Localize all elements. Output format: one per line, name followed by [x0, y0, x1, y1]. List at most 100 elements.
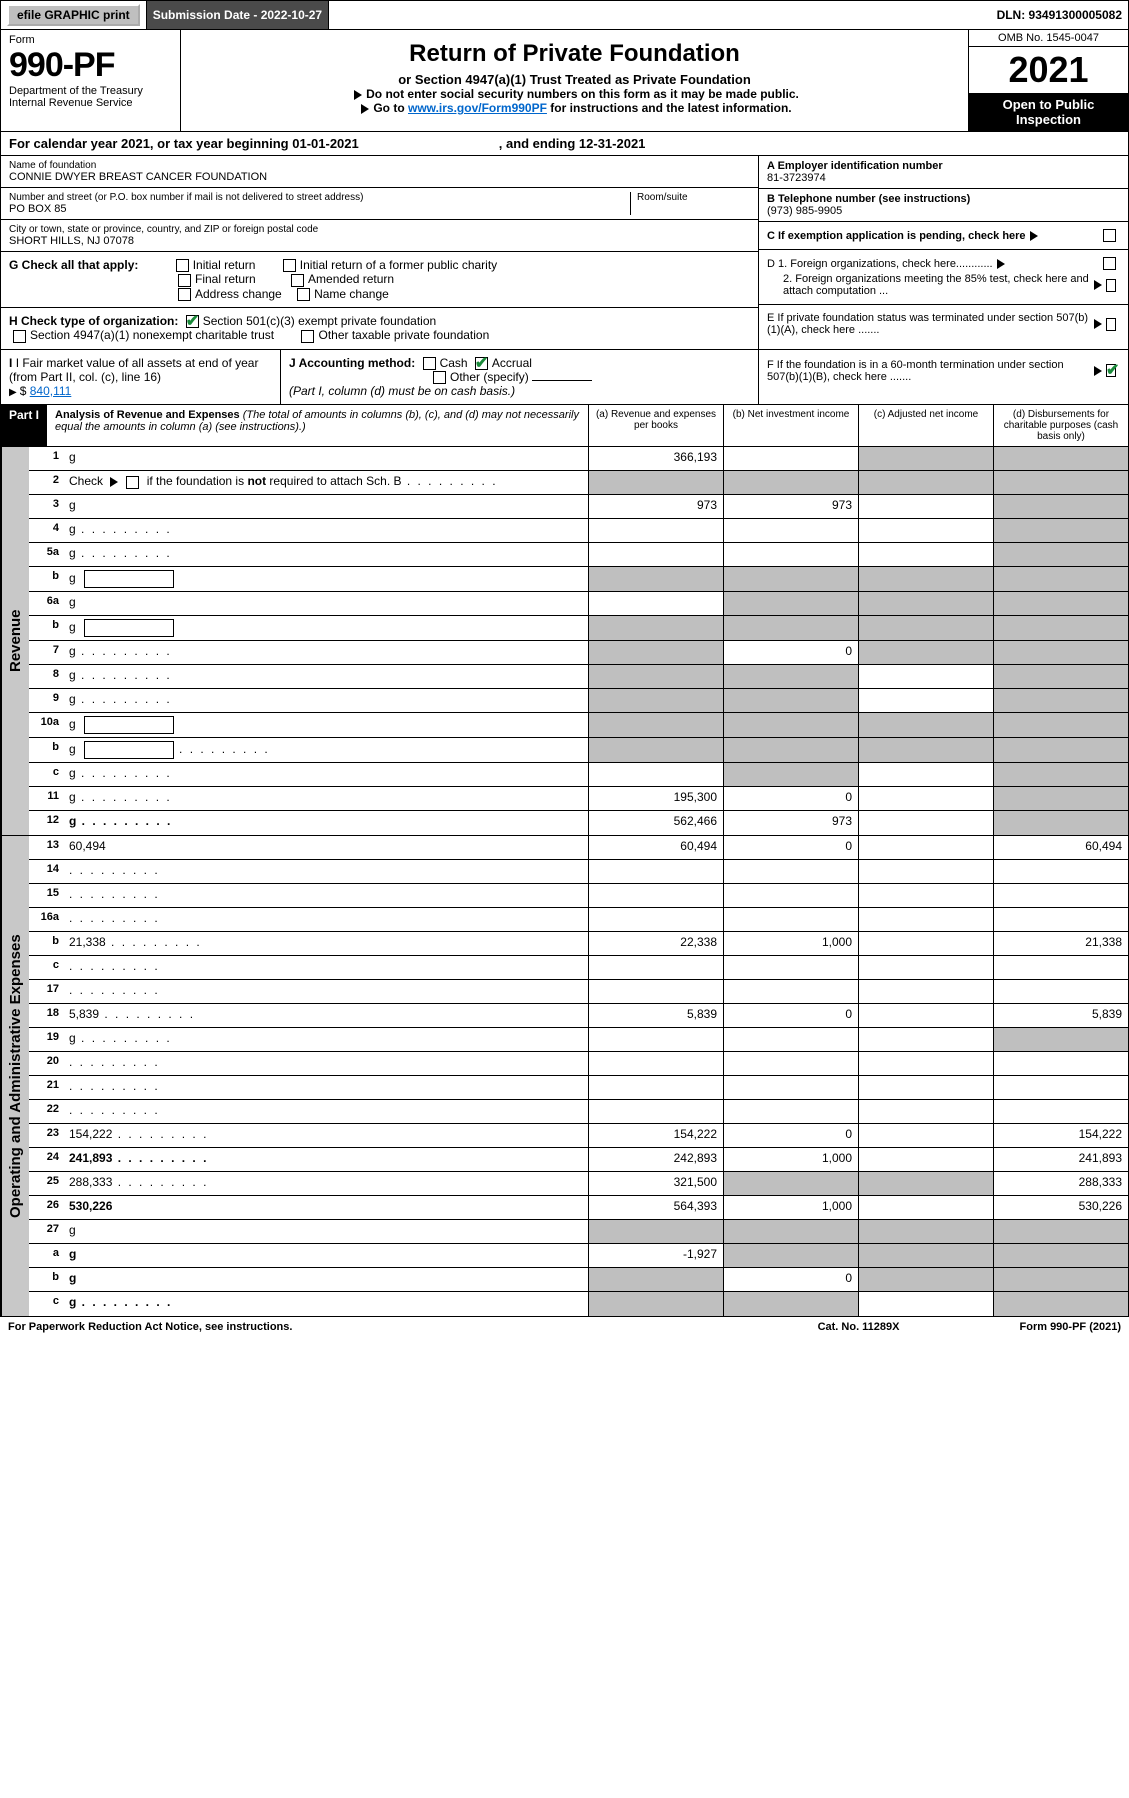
line-number: 10a	[29, 713, 65, 737]
line-desc: g	[65, 567, 588, 591]
501c3-chk[interactable]	[186, 315, 199, 328]
line-number: 7	[29, 641, 65, 664]
table-row: 16a	[29, 908, 1128, 932]
line-number: 22	[29, 1100, 65, 1123]
line-number: 6a	[29, 592, 65, 615]
f-chk[interactable]	[1106, 364, 1116, 377]
line-number: 5a	[29, 543, 65, 566]
line-number: 2	[29, 471, 65, 494]
expenses-body: 1360,49460,494060,494141516ab21,33822,33…	[29, 836, 1128, 1316]
line-desc: g	[65, 811, 588, 835]
form-label: Form	[9, 34, 172, 46]
dln-number: DLN: 93491300005082	[991, 1, 1128, 29]
city-label: City or town, state or province, country…	[9, 224, 750, 235]
table-row: 11g195,3000	[29, 787, 1128, 811]
form-title: Return of Private Foundation	[187, 40, 962, 68]
c-row: C If exemption application is pending, c…	[759, 222, 1128, 250]
line-desc	[65, 908, 588, 931]
line-desc: g	[65, 1028, 588, 1051]
col-d-header: (d) Disbursements for charitable purpose…	[993, 405, 1128, 446]
line-number: 25	[29, 1172, 65, 1195]
table-row: 19g	[29, 1028, 1128, 1052]
line-desc: g	[65, 641, 588, 664]
line-number: 17	[29, 980, 65, 1003]
j-note: (Part I, column (d) must be on cash basi…	[289, 384, 515, 398]
addr-change-chk[interactable]	[178, 288, 191, 301]
paperwork-notice: For Paperwork Reduction Act Notice, see …	[8, 1321, 292, 1333]
line-desc: g	[65, 519, 588, 542]
line-desc: g	[65, 447, 588, 470]
name-change-chk[interactable]	[297, 288, 310, 301]
line-desc: g	[65, 1220, 588, 1243]
line-number: b	[29, 567, 65, 591]
line-desc: 241,893	[65, 1148, 588, 1171]
table-row: 4g	[29, 519, 1128, 543]
other-acct-chk[interactable]	[433, 371, 446, 384]
table-row: b21,33822,3381,00021,338	[29, 932, 1128, 956]
form990pf-link[interactable]: www.irs.gov/Form990PF	[408, 101, 547, 115]
info-left: Name of foundation CONNIE DWYER BREAST C…	[1, 156, 758, 349]
room-label: Room/suite	[637, 192, 750, 203]
line-desc: g	[65, 1268, 588, 1291]
table-row: 27g	[29, 1220, 1128, 1244]
line-desc: 530,226	[65, 1196, 588, 1219]
tel-value: (973) 985-9905	[767, 205, 842, 217]
table-row: 6ag	[29, 592, 1128, 616]
table-row: 1360,49460,494060,494	[29, 836, 1128, 860]
foundation-addr: PO BOX 85	[9, 203, 630, 215]
expenses-table: Operating and Administrative Expenses 13…	[0, 836, 1129, 1317]
4947-chk[interactable]	[13, 330, 26, 343]
fmv-link[interactable]: 840,111	[30, 384, 72, 398]
addr-row: Number and street (or P.O. box number if…	[1, 188, 758, 220]
cash-chk[interactable]	[423, 357, 436, 370]
line-number: 21	[29, 1076, 65, 1099]
part1-desc: Analysis of Revenue and Expenses (The to…	[47, 405, 588, 446]
table-row: c	[29, 956, 1128, 980]
table-row: 23154,222154,2220154,222	[29, 1124, 1128, 1148]
d2-chk[interactable]	[1106, 279, 1116, 292]
c-chk[interactable]	[1103, 229, 1116, 242]
line-desc: g	[65, 1244, 588, 1267]
table-row: 5ag	[29, 543, 1128, 567]
goto-note: Go to www.irs.gov/Form990PF for instruct…	[187, 101, 962, 115]
initial-return-chk[interactable]	[176, 259, 189, 272]
table-row: 25288,333321,500288,333	[29, 1172, 1128, 1196]
tel-label: B Telephone number (see instructions)	[767, 193, 970, 205]
calendar-year-row: For calendar year 2021, or tax year begi…	[0, 132, 1129, 156]
initial-former-chk[interactable]	[283, 259, 296, 272]
final-return-chk[interactable]	[178, 274, 191, 287]
e-chk[interactable]	[1106, 318, 1116, 331]
revenue-body: 1g366,1932Check if the foundation is not…	[29, 447, 1128, 835]
line-number: 1	[29, 447, 65, 470]
ijf-row: I I Fair market value of all assets at e…	[0, 350, 1129, 406]
other-taxable-chk[interactable]	[301, 330, 314, 343]
table-row: cg	[29, 763, 1128, 787]
line-number: a	[29, 1244, 65, 1267]
foundation-name: CONNIE DWYER BREAST CANCER FOUNDATION	[9, 171, 750, 183]
line-desc: g	[65, 689, 588, 712]
irs-label: Internal Revenue Service	[9, 97, 172, 109]
amended-chk[interactable]	[291, 274, 304, 287]
j-label: J Accounting method:	[289, 356, 415, 370]
line-desc	[65, 1052, 588, 1075]
line-number: c	[29, 1292, 65, 1316]
foundation-city: SHORT HILLS, NJ 07078	[9, 235, 750, 247]
f-label: F If the foundation is in a 60-month ter…	[767, 359, 1090, 383]
d2-label: 2. Foreign organizations meeting the 85%…	[767, 273, 1090, 297]
line-number: 16a	[29, 908, 65, 931]
header-left: Form 990-PF Department of the Treasury I…	[1, 30, 181, 131]
accrual-chk[interactable]	[475, 357, 488, 370]
line-desc: g	[65, 713, 588, 737]
city-row: City or town, state or province, country…	[1, 220, 758, 252]
name-row: Name of foundation CONNIE DWYER BREAST C…	[1, 156, 758, 188]
col-c-header: (c) Adjusted net income	[858, 405, 993, 446]
d1-chk[interactable]	[1103, 257, 1116, 270]
efile-print-button[interactable]: efile GRAPHIC print	[7, 4, 140, 26]
page-footer: For Paperwork Reduction Act Notice, see …	[0, 1317, 1129, 1337]
schb-chk[interactable]	[126, 476, 139, 489]
line-desc	[65, 860, 588, 883]
col-headers: (a) Revenue and expenses per books (b) N…	[588, 405, 1128, 446]
ein-label: A Employer identification number	[767, 160, 943, 172]
line-desc: g	[65, 495, 588, 518]
line-desc	[65, 956, 588, 979]
